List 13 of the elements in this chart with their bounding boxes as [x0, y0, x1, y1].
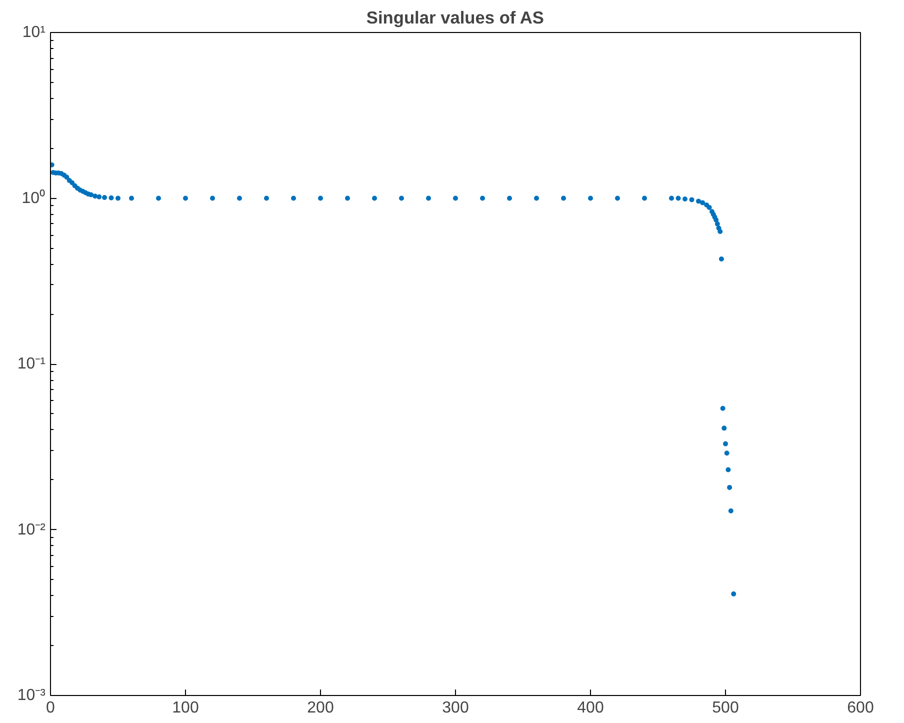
y-tick-label: 10⁰ [22, 188, 46, 207]
y-tick-label: 10⁻³ [17, 687, 46, 704]
x-tick-label: 600 [847, 700, 874, 716]
x-tick-label: 400 [577, 700, 604, 716]
x-tick-label: 300 [442, 700, 469, 716]
x-tick-label: 100 [172, 700, 199, 716]
x-tick-label: 0 [46, 700, 56, 716]
y-tick-label: 10⁻¹ [17, 356, 46, 372]
x-tick-label: 200 [307, 700, 334, 716]
chart-title: Singular values of AS [366, 8, 544, 28]
x-tick-label: 500 [712, 700, 739, 716]
y-tick-label: 10⁻² [17, 521, 46, 538]
y-tick-label: 10¹ [22, 24, 46, 41]
